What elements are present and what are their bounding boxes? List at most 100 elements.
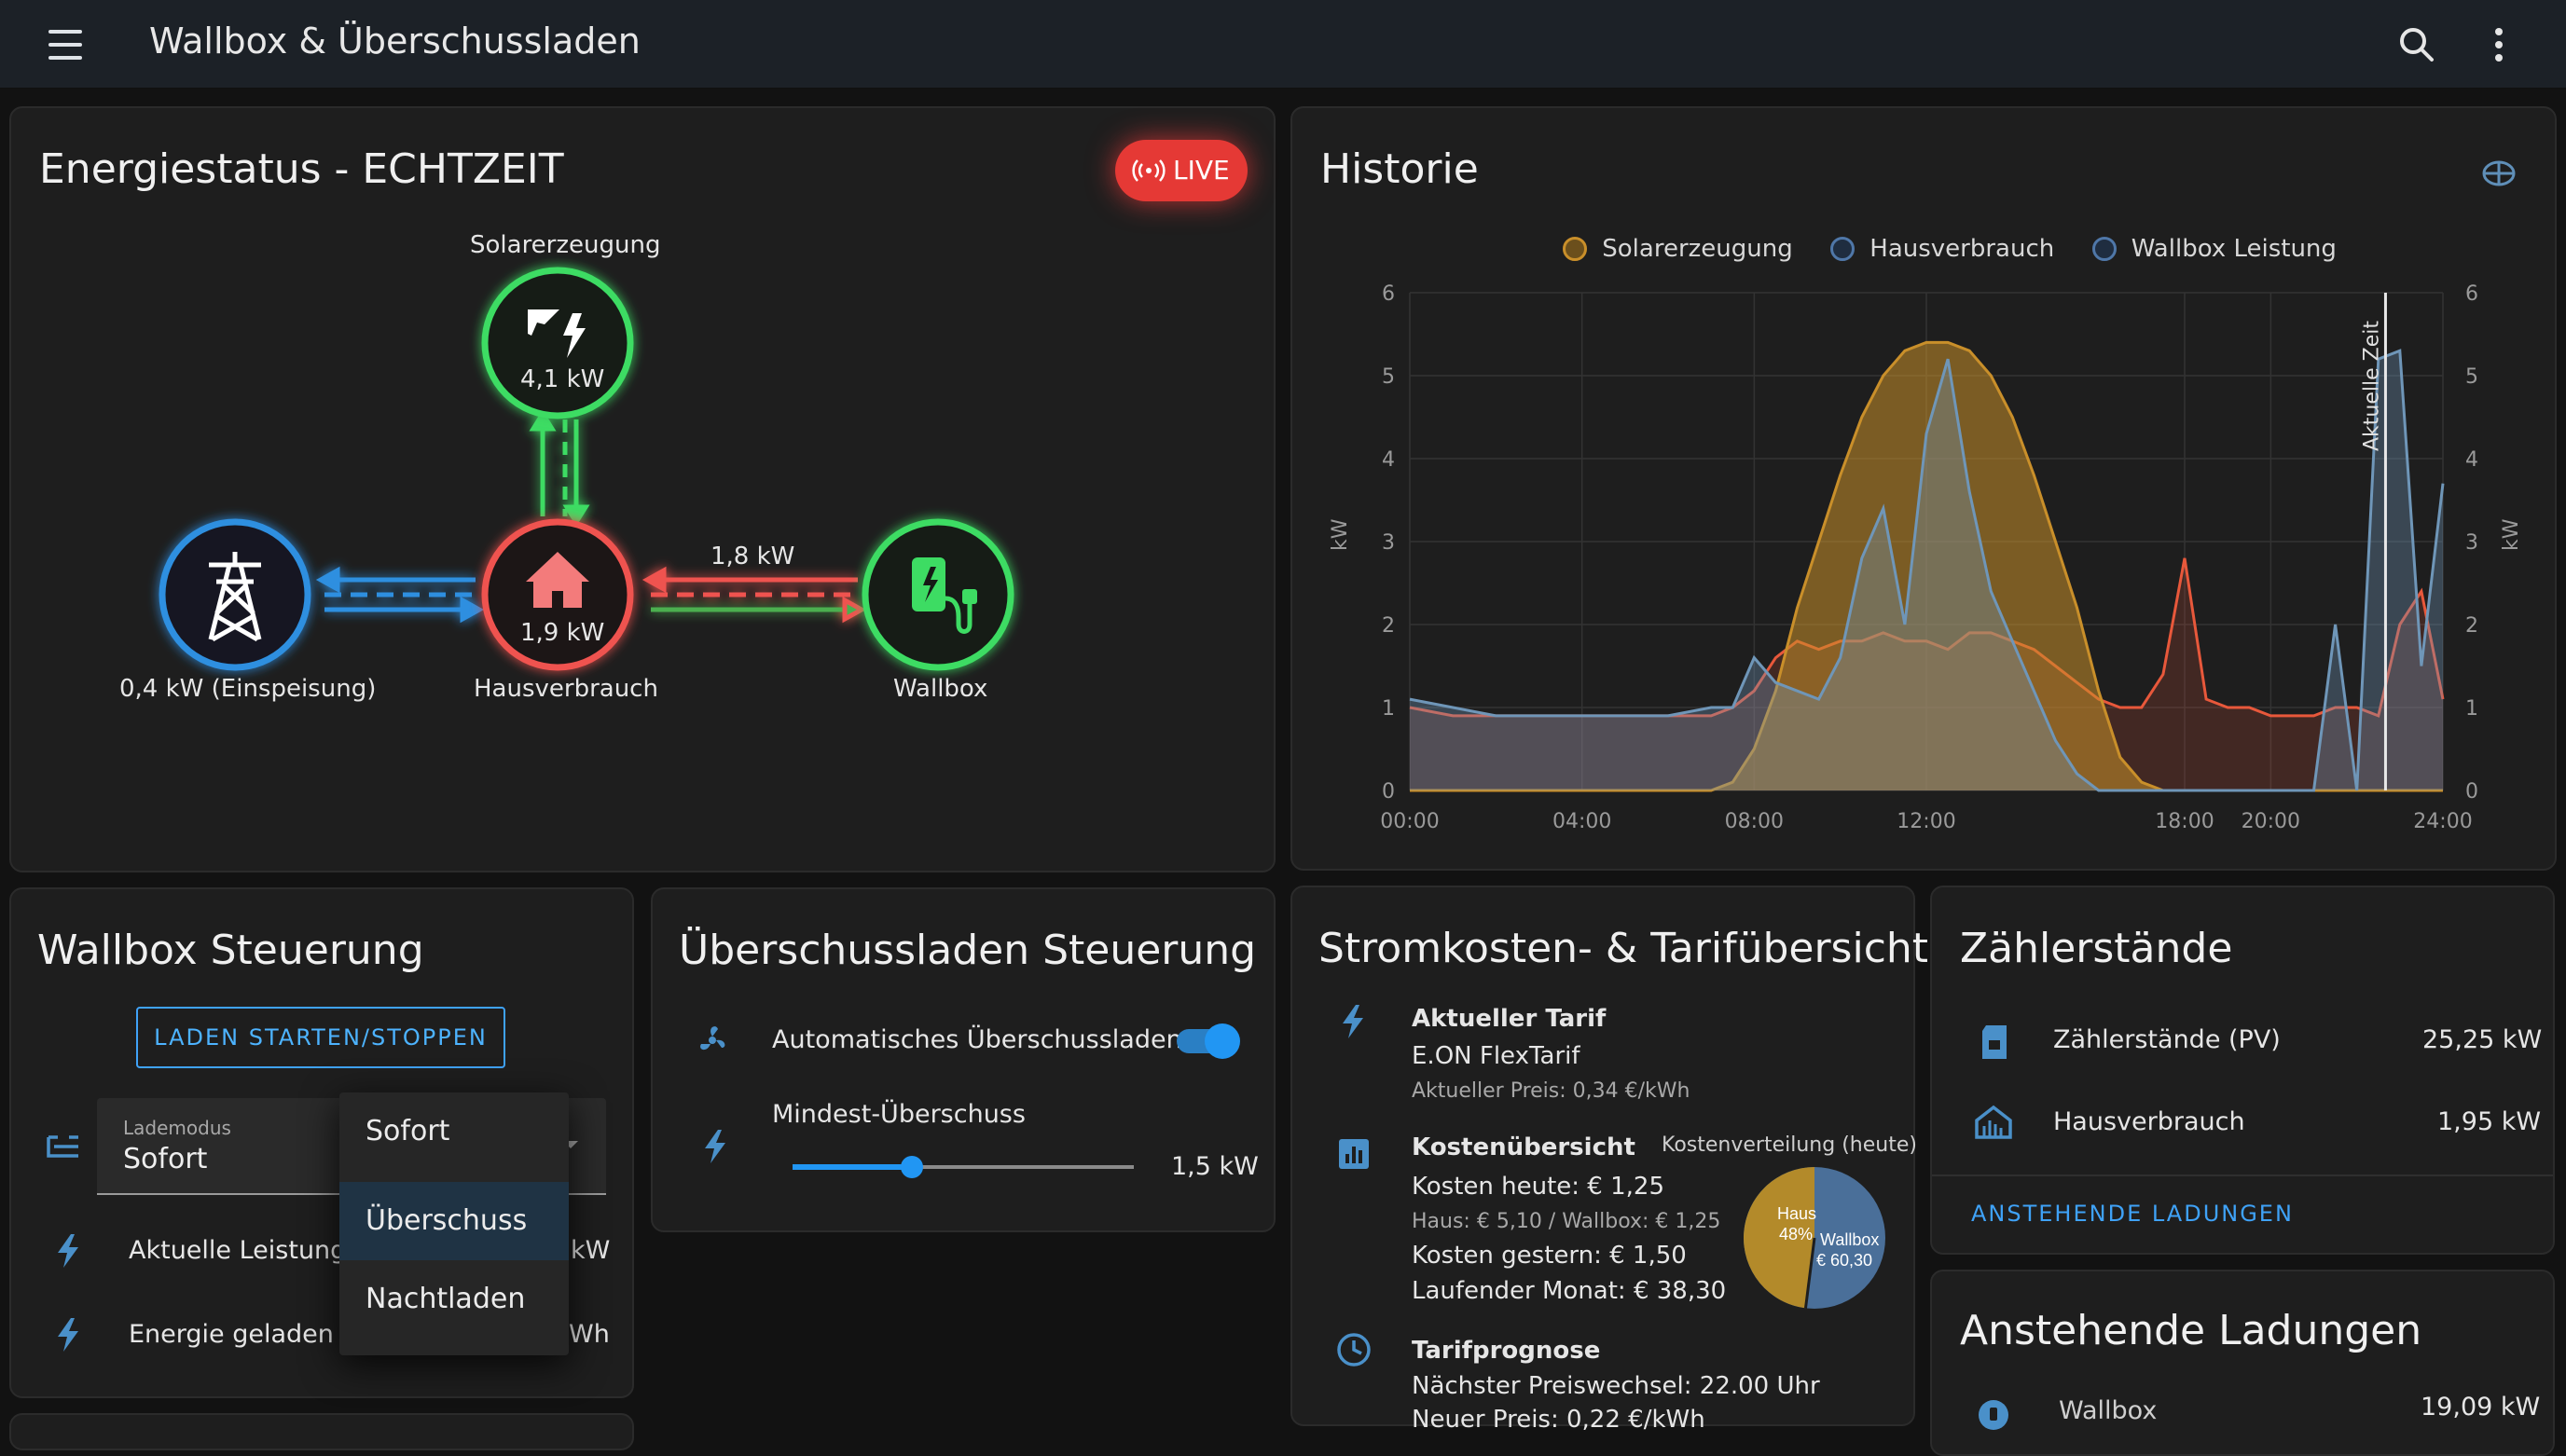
wallbox-clock-icon: [1979, 1400, 2008, 1430]
pending-charges-link[interactable]: ANSTEHENDE LADUNGEN: [1971, 1201, 2294, 1227]
y-tick-right: 3: [2465, 531, 2478, 555]
mode-option-nachtladen[interactable]: Nachtladen: [366, 1283, 526, 1315]
sd-card-icon: [1982, 1025, 2007, 1059]
pie-house-pct: 48%: [1779, 1225, 1813, 1243]
y-tick-left: 2: [1382, 614, 1395, 638]
pie-wallbox-value: € 60,30: [1816, 1251, 1872, 1270]
cost-today: Kosten heute: € 1,25: [1412, 1173, 1665, 1201]
y-tick-right: 0: [2465, 780, 2478, 804]
y-tick-left: 0: [1382, 780, 1395, 804]
series-line-wallbox-leistung: [1409, 349, 2445, 792]
pending-charges-card: [1930, 1270, 2555, 1456]
legend-swatch-wallbox: [2091, 237, 2117, 261]
next-card-stub: [9, 1413, 634, 1450]
pending-wallbox-label: Wallbox: [2059, 1396, 2158, 1425]
lightning-icon: [58, 1234, 78, 1268]
cost-split: Haus: € 5,10 / Wallbox: € 1,25: [1412, 1210, 1721, 1233]
house-wallbox-flow: [642, 566, 867, 624]
house-label: Hausverbrauch: [474, 675, 658, 703]
legend-swatch-solar: [1563, 237, 1587, 261]
y-tick-left: 6: [1382, 282, 1395, 306]
forecast-title: Tarifprognose: [1412, 1337, 1601, 1365]
meters-title: Zählerstände: [1960, 925, 2233, 972]
live-badge[interactable]: LIVE: [1115, 140, 1248, 201]
x-tick: 00:00: [1380, 810, 1439, 833]
solar-node: [481, 267, 634, 419]
x-tick: 18:00: [2155, 810, 2214, 833]
auto-surplus-toggle[interactable]: [1205, 1023, 1240, 1059]
wallbox-control-title: Wallbox Steuerung: [37, 927, 424, 974]
house-value: 1,9 kW: [520, 619, 605, 647]
pending-charges-title: Anstehende Ladungen: [1960, 1307, 2422, 1354]
grid-house-flow: [315, 566, 485, 624]
cost-yesterday: Kosten gestern: € 1,50: [1412, 1242, 1687, 1270]
y-unit-right: kW: [2500, 518, 2523, 551]
chart-legend: Solarerzeugung Hausverbrauch Wallbox Lei…: [1563, 235, 2337, 263]
legend-house[interactable]: Hausverbrauch: [1869, 235, 2055, 263]
start-stop-button[interactable]: LADEN STARTEN/STOPPEN: [136, 1007, 505, 1068]
min-surplus-slider-thumb[interactable]: [901, 1156, 924, 1178]
y-tick-left: 5: [1382, 365, 1395, 389]
solar-panel-icon: [528, 309, 586, 358]
forecast-next: Nächster Preiswechsel: 22.00 Uhr: [1412, 1372, 1820, 1400]
top-app-bar: Wallbox & Überschussladen: [0, 0, 2566, 89]
energy-unit: Wh: [569, 1320, 610, 1349]
legend-solar[interactable]: Solarerzeugung: [1602, 235, 1793, 263]
mode-dropdown-menu: Sofort Überschuss Nachtladen: [339, 1092, 569, 1355]
x-tick: 24:00: [2413, 810, 2472, 833]
tariff-name: E.ON FlexTarif: [1412, 1042, 1580, 1070]
min-surplus-slider-fill: [793, 1164, 913, 1170]
y-tick-left: 1: [1382, 697, 1395, 721]
meter-pv-label: Zählerstände (PV): [2053, 1025, 2281, 1054]
forecast-price: Neuer Preis: 0,22 €/kWh: [1412, 1406, 1705, 1434]
transmission-tower-icon: [208, 552, 262, 642]
x-tick: 08:00: [1725, 810, 1784, 833]
legend-swatch-house: [1830, 237, 1855, 261]
mode-select-value: Sofort: [123, 1143, 208, 1175]
pie-slice-house: [1744, 1167, 1814, 1309]
house-icon: [526, 552, 589, 608]
x-tick: 20:00: [2242, 810, 2300, 833]
costs-card: [1290, 886, 1915, 1426]
live-label: LIVE: [1173, 155, 1230, 185]
tariff-title: Aktueller Tarif: [1412, 1005, 1607, 1033]
wallbox-label: Wallbox: [893, 675, 988, 703]
meters-divider: [1932, 1174, 2553, 1176]
min-surplus-label: Mindest-Überschuss: [772, 1100, 1026, 1129]
energy-flow-diagram: [159, 267, 1014, 671]
energy-icon: [58, 1318, 78, 1352]
power-unit: kW: [571, 1236, 611, 1265]
mode-option-ueberschuss[interactable]: Überschuss: [339, 1182, 569, 1260]
y-tick-right: 1: [2465, 697, 2478, 721]
surplus-control-card: [651, 887, 1276, 1232]
meters-card: [1930, 886, 2555, 1255]
x-tick: 04:00: [1552, 810, 1611, 833]
tariff-bolt-icon: [1343, 1005, 1363, 1038]
series-area-solarerzeugung: [1410, 342, 2443, 790]
y-tick-right: 4: [2465, 448, 2478, 472]
legend-wallbox[interactable]: Wallbox Leistung: [2131, 235, 2337, 263]
search-icon[interactable]: [2394, 22, 2439, 67]
min-surplus-slider-track[interactable]: [793, 1165, 1134, 1169]
page-title: Wallbox & Überschussladen: [149, 21, 641, 62]
costs-title: Stromkosten- & Tarifübersicht: [1318, 925, 1929, 972]
mode-list-icon: [47, 1135, 78, 1158]
meter-house-label: Hausverbrauch: [2053, 1107, 2245, 1136]
bar-chart-icon: [1339, 1139, 1369, 1169]
solar-value: 4,1 kW: [520, 365, 605, 393]
surplus-control-title: Überschussladen Steuerung: [679, 927, 1257, 974]
more-vertical-icon[interactable]: [2476, 22, 2521, 67]
pending-wallbox-value: 19,09 kW: [2421, 1393, 2541, 1422]
energy-status-card: [9, 106, 1276, 872]
menu-icon[interactable]: [48, 28, 82, 62]
mode-option-sofort[interactable]: Sofort: [366, 1115, 450, 1147]
clock-icon: [1337, 1333, 1371, 1367]
y-unit-left: kW: [1329, 518, 1352, 551]
globe-icon[interactable]: [2480, 155, 2518, 192]
y-tick-right: 6: [2465, 282, 2478, 306]
wallbox-flow-value: 1,8 kW: [710, 543, 795, 570]
home-meter-icon: [1975, 1105, 2012, 1139]
meter-pv-value: 25,25 kW: [2422, 1025, 2543, 1054]
min-surplus-value: 1,5 kW: [1171, 1152, 1259, 1181]
now-label: Aktuelle Zeit: [2360, 321, 2383, 451]
